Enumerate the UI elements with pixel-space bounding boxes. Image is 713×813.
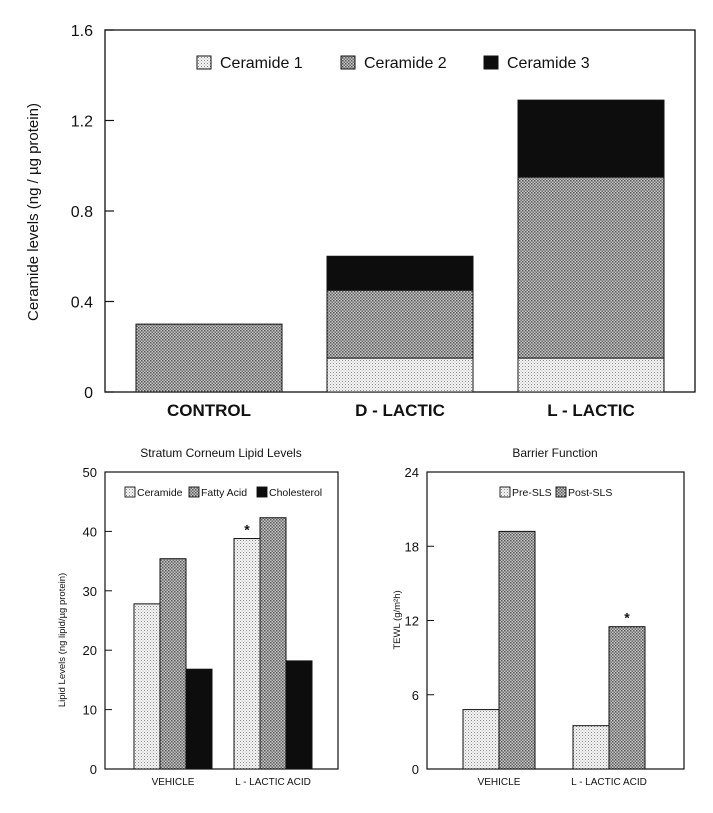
legend-label-post-sls: Post-SLS [568,487,612,499]
ceramide-y-tick-label: 0.8 [71,204,93,221]
legend-label-pre-sls: Pre-SLS [512,487,552,499]
ceramide-y-tick-label: 1.6 [71,23,93,40]
barrier-bar-l-lactic-acid-pre-sls [572,725,610,770]
barrier-bar-l-lactic-acid-post-sls [608,626,646,770]
ceramide-y-tick-label: 0 [84,385,93,402]
barrier-significance-marker: * [624,610,630,626]
lipid-bar-vehicle-fatty-acid [159,558,187,770]
ceramide-y-tick-label: 0.4 [71,295,93,312]
barrier-y-tick-label: 6 [412,688,419,703]
legend-label-ceramide-1: Ceramide 1 [220,55,303,72]
barrier-y-tick-label: 12 [405,614,419,629]
ceramide-legend: Ceramide 1 Ceramide 2 Ceramide 3 [196,55,590,72]
legend-swatch-post-sls [555,486,567,498]
category-label-l-lactic: L - LACTIC [547,401,635,420]
barrier-y-axis-label: TEWL (g/m²h) [392,590,403,649]
bar-l-lactic-ceramide-2 [517,176,665,359]
legend-swatch-cholesterol [256,486,268,498]
legend-swatch-ceramide-2 [340,55,356,70]
lipid-bar-vehicle-ceramide [133,603,161,770]
barrier-chart-title: Barrier Function [512,446,597,460]
bar-d-lactic-ceramide-3 [326,255,474,291]
lipid-y-tick-label: 20 [83,643,97,658]
bar-control-ceramide-2 [135,323,283,393]
lipid-significance-marker: * [244,522,250,538]
barrier-y-tick-label: 0 [412,762,419,777]
ceramide-chart: 0 0.4 0.8 1.2 1.6 CONTROL D - LACTIC L - LACTI… [25,23,696,420]
lipid-bar-l-lactic-acid-cholesterol [285,660,313,770]
legend-swatch-fatty-acid [188,486,200,498]
legend-label-ceramide-3: Ceramide 3 [507,55,590,72]
lipid-y-tick-label: 40 [83,524,97,539]
barrier-category-label-l-lactic-acid: L - LACTIC ACID [571,777,647,788]
legend-label-ceramide: Ceramide [137,487,183,499]
legend-label-fatty-acid: Fatty Acid [201,487,247,499]
lipid-chart-frame [104,471,339,770]
lipid-bar-vehicle-cholesterol [185,668,213,770]
barrier-bar-vehicle-pre-sls [462,709,500,770]
lipid-y-tick-label: 10 [83,703,97,718]
barrier-bar-vehicle-post-sls [498,530,536,770]
bar-l-lactic-ceramide-1 [517,357,665,393]
bar-d-lactic-ceramide-2 [326,289,474,359]
lipid-y-tick-label: 50 [83,465,97,480]
lipid-chart-title: Stratum Corneum Lipid Levels [140,446,301,460]
lipid-category-label-l-lactic-acid: L - LACTIC ACID [235,777,311,788]
lipid-y-tick-label: 0 [90,762,97,777]
bar-d-lactic-ceramide-1 [326,357,474,393]
legend-swatch-ceramide [124,486,136,498]
barrier-y-tick-label: 18 [405,539,419,554]
legend-swatch-ceramide-1 [196,55,212,70]
barrier-function-chart: Barrier Function 0 6 12 18 24 VEHICLE L - LAC… [392,446,685,788]
lipid-bar-l-lactic-acid-ceramide [233,538,261,770]
legend-swatch-pre-sls [499,486,511,498]
lipid-levels-chart: Stratum Corneum Lipid Levels 0 10 20 30 40 50… [57,446,339,788]
lipid-y-tick-label: 30 [83,584,97,599]
lipid-legend: Ceramide Fatty Acid Cholesterol [124,486,322,499]
bar-l-lactic-ceramide-3 [517,99,665,178]
barrier-legend: Pre-SLS Post-SLS [499,486,612,499]
legend-swatch-ceramide-3 [483,55,499,70]
category-label-control: CONTROL [167,401,251,420]
barrier-category-label-vehicle: VEHICLE [478,777,521,788]
ceramide-y-tick-label: 1.2 [71,114,93,131]
lipid-y-axis-label: Lipid Levels (ng lipid/µg protein) [57,573,68,707]
ceramide-y-axis-label: Ceramide levels (ng / µg protein) [25,103,42,321]
lipid-category-label-vehicle: VEHICLE [152,777,195,788]
legend-label-cholesterol: Cholesterol [269,487,322,499]
category-label-d-lactic: D - LACTIC [355,401,445,420]
barrier-y-tick-label: 24 [405,465,419,480]
legend-label-ceramide-2: Ceramide 2 [364,55,447,72]
lipid-bar-l-lactic-acid-fatty-acid [259,517,287,770]
